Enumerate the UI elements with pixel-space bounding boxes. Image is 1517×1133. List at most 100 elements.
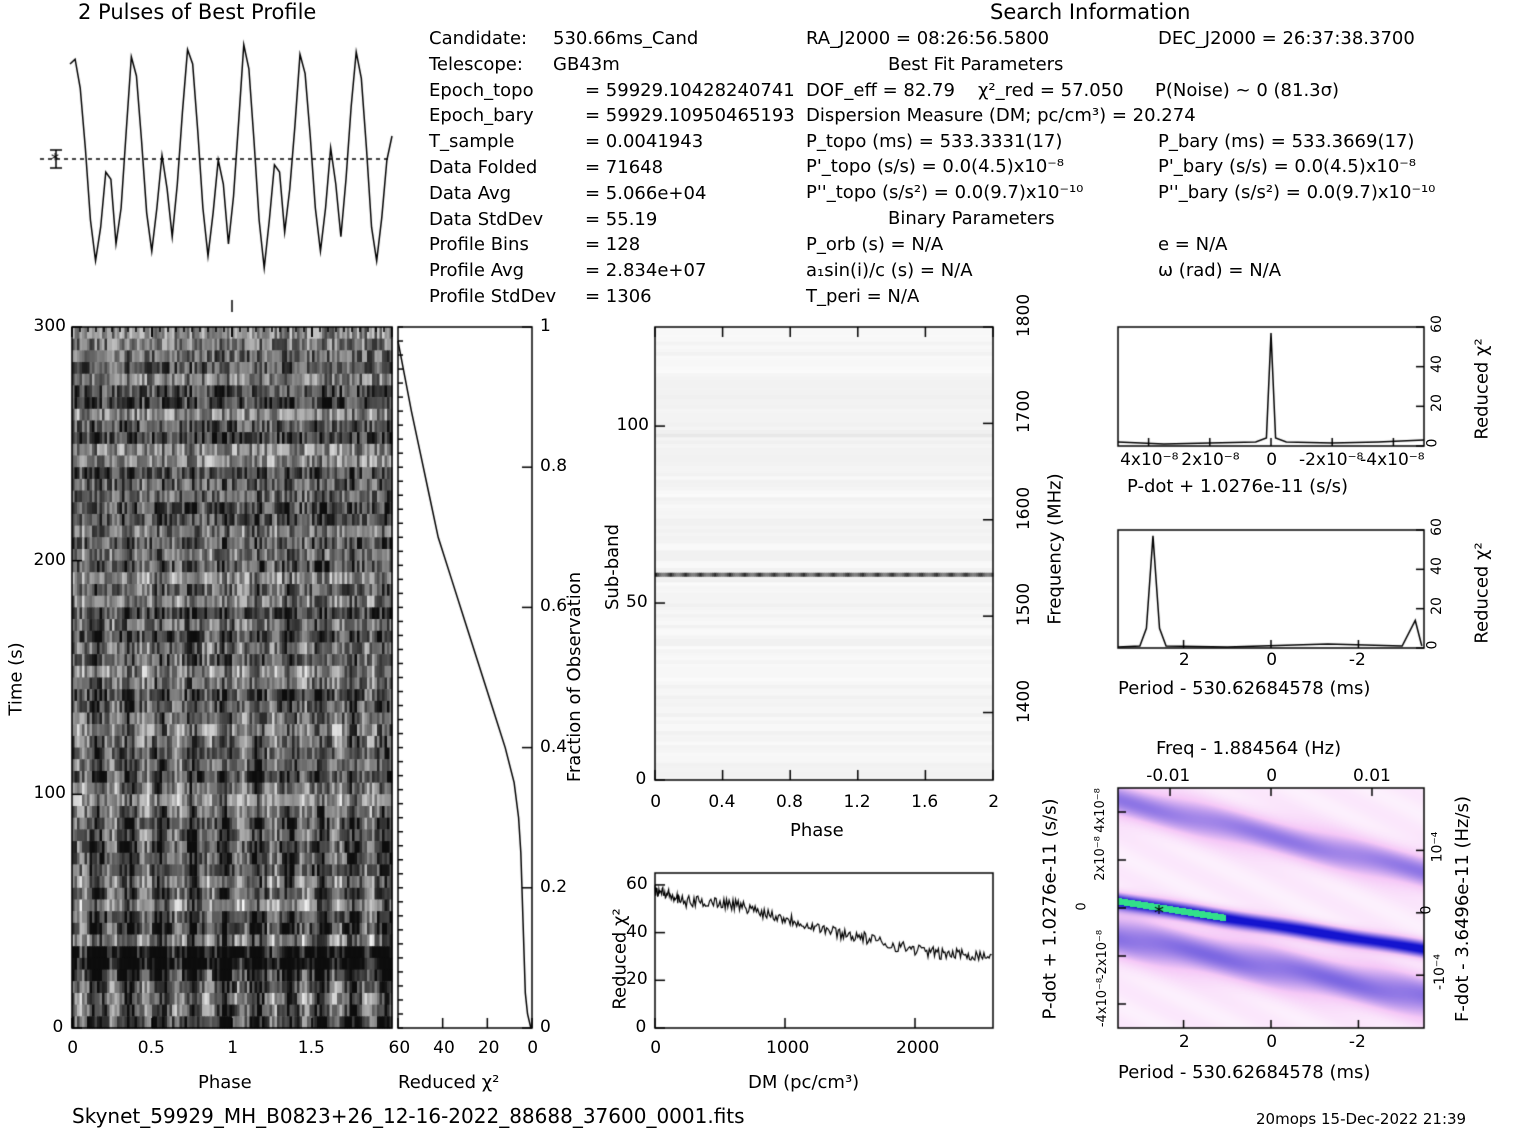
time-phase-xtick: 1 [227,1038,239,1058]
subband-xtick: 0.4 [708,792,736,812]
pdot-xtick: 4x10⁻⁸ [1120,450,1179,470]
candidate-info-label: Profile StdDev [429,286,557,307]
candidate-info-value: = 1306 [585,286,652,307]
candidate-info-label: Profile Avg [429,260,525,282]
pdot-ytick: 40 [1428,354,1445,373]
dm-xtick: 2000 [896,1038,940,1058]
dm-ytick: 60 [626,873,648,894]
chi2-red: χ²_red = 57.050 [978,80,1124,101]
candidate-info-value: GB43m [553,53,620,75]
time-chi2-ylabel: Fraction of Observation [564,571,586,783]
period-xtick: -2 [1348,650,1366,670]
candidate-info-value: = 5.066e+04 [585,182,707,204]
ppdot-xlabel-top: Freq - 1.884564 (Hz) [1156,738,1342,759]
p-noise: P(Noise) ~ 0 (81.3σ) [1155,80,1340,101]
dm-xtick: 0 [650,1038,662,1058]
ra: RA_J2000 = 08:26:56.5800 [806,28,1050,49]
candidate-info-label: Data StdDev [429,208,544,230]
time-phase-ytick: 100 [33,783,66,804]
ppdot-ylabel-right: F-dot - 3.6496e-11 (Hz/s) [1451,796,1473,1022]
ppdot-xtick-top: 0.01 [1352,766,1391,786]
subband-ytick-right: 1500 [1014,583,1035,627]
pdot-ytick: 60 [1428,315,1445,333]
period-xlabel: Period - 530.62684578 (ms) [1118,678,1371,699]
ppdot-ytick: 4x10⁻⁸ [1092,788,1108,833]
tperi: T_peri = N/A [806,286,920,307]
dm-ytick: 20 [626,969,648,990]
time-chi2-ytick: 1 [540,316,551,336]
pdot-xtick: -2x10⁻⁸ [1298,450,1364,470]
time-phase-xtick: 1.5 [297,1038,325,1058]
ppdot-ytick-right: 10⁻⁴ [1429,831,1446,863]
period-ytick: 40 [1428,557,1445,576]
candidate-info-value: 530.66ms_Cand [553,28,699,49]
binary-title: Binary Parameters [888,208,1055,229]
pdot-xtick: 2x10⁻⁸ [1181,450,1240,470]
dm-ytick: 40 [626,921,648,942]
time-chi2-xtick: 60 [388,1038,411,1058]
dm-xlabel: DM (pc/cm³) [748,1072,860,1093]
dm-xtick: 1000 [766,1038,810,1058]
subband-ytick-right: 1600 [1014,486,1035,530]
candidate-info-label: Telescope: [429,53,523,75]
pdot-xtick: 0 [1266,450,1278,470]
best-fit-title: Best Fit Parameters [888,54,1064,75]
time-phase-xtick: 0 [67,1038,79,1058]
time-chi2-xtick: 20 [477,1038,500,1058]
candidate-info-value: = 59929.10950465193 [585,105,795,127]
dec: DEC_J2000 = 26:37:38.3700 [1158,28,1415,49]
ppdot-ytick: 0 [1074,902,1090,911]
time-phase-xtick: 0.5 [137,1038,165,1058]
dof: DOF_eff = 82.79 [806,80,955,101]
pdot-xlabel: P-dot + 1.0276e-11 (s/s) [1127,476,1349,497]
period-ytick: 0 [1424,640,1441,650]
search-title: Search Information [990,0,1191,24]
porb: P_orb (s) = N/A [806,234,944,255]
pdot-ytick: 20 [1428,394,1445,413]
time-chi2-ytick: 0.8 [540,456,568,477]
subband-ytick-right: 1800 [1014,293,1035,338]
time-chi2-ytick: 0.6 [540,596,568,617]
time-phase-xlabel: Phase [198,1072,252,1093]
candidate-info-value: = 55.19 [585,208,658,230]
pdot-ylabel: Reduced χ² [1471,338,1493,440]
time-chi2-xtick: 0 [527,1038,539,1058]
subband-xtick: 0 [650,792,662,812]
candidate-info-label: Data Folded [429,157,538,178]
subband-xtick: 1.2 [843,792,871,812]
period-ytick: 60 [1428,518,1445,536]
dm-ytick: 0 [635,1017,647,1037]
period-ytick: 20 [1428,596,1445,615]
ppdot-ytick: 2x10⁻⁸ [1092,836,1108,881]
time-chi2-xtick: 40 [433,1038,455,1058]
ppdot-xtick: -2 [1348,1032,1366,1052]
pdot-ytick: 0 [1424,438,1441,448]
omega: ω (rad) = N/A [1158,260,1282,281]
period-xtick: 0 [1266,650,1278,670]
candidate-info-label: T_sample [429,131,515,153]
pdot-bary: P'_bary (s/s) = 0.0(4.5)x10⁻⁸ [1158,156,1416,177]
ppdot-ytick-right: -10⁻⁴ [1431,954,1448,991]
dm-value: Dispersion Measure (DM; pc/cm³) = 20.274 [806,105,1196,126]
candidate-info-value: = 0.0041943 [585,131,704,153]
subband-ylabel-right: Frequency (MHz) [1044,473,1066,625]
subband-xtick: 1.6 [911,792,939,812]
asini: a₁sin(i)/c (s) = N/A [806,260,973,281]
subband-xlabel: Phase [790,820,844,841]
candidate-info-value: = 2.834e+07 [585,260,707,282]
time-chi2-xlabel: Reduced χ² [398,1072,500,1093]
ppdot-xtick-top: 0 [1266,766,1278,786]
ppdot-xlabel: Period - 530.62684578 (ms) [1118,1062,1371,1083]
time-phase-ytick: 0 [52,1017,64,1037]
profile-title: 2 Pulses of Best Profile [78,0,317,24]
ppdot-ytick: -2x10⁻⁸ [1095,929,1111,980]
pdot-xtick: -4x10⁻⁸ [1360,450,1425,470]
ecc: e = N/A [1158,234,1228,255]
candidate-info-label: Candidate: [429,28,528,49]
subband-ytick: 50 [626,592,648,613]
time-phase-ylabel: Time (s) [5,642,27,716]
subband-ylabel: Sub-band [602,523,624,611]
period-xtick: 2 [1178,650,1190,670]
p-bary: P_bary (ms) = 533.3669(17) [1158,131,1415,152]
subband-xtick: 0.8 [775,792,803,812]
